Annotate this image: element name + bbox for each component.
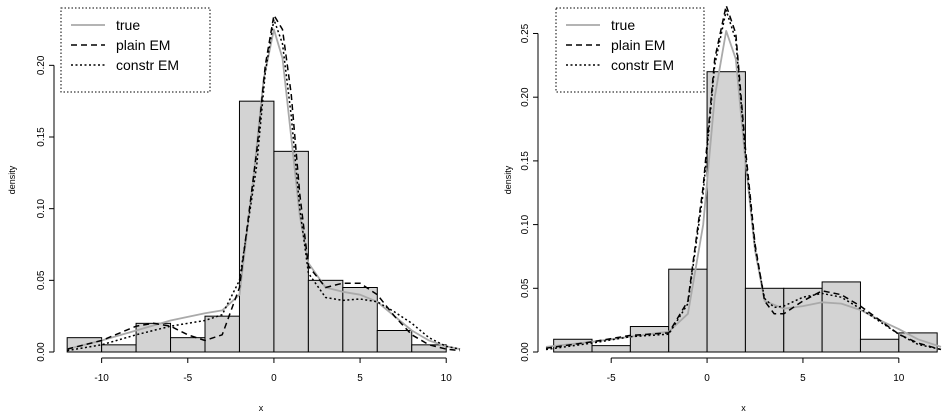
legend: true plain EM constr EM	[555, 7, 705, 93]
legend: true plain EM constr EM	[60, 7, 211, 93]
y-tick-label: 0.10	[520, 214, 531, 234]
series-line-solid	[66, 28, 461, 350]
y-tick-label: 0.00	[520, 342, 531, 362]
histogram-bar	[273, 150, 309, 353]
legend-label: plain EM	[611, 37, 665, 53]
histogram-bar	[342, 287, 378, 353]
legend-label: true	[116, 17, 140, 33]
series-line-dashed	[67, 14, 461, 352]
legend-label: plain EM	[116, 37, 170, 53]
legend-label: true	[611, 17, 635, 33]
series-line-dotted	[545, 9, 942, 351]
y-tick-label: 0.20	[520, 87, 531, 107]
series-line-dashed	[545, 4, 942, 351]
x-axis: -5 0 5 10 x	[607, 357, 905, 413]
histogram-bar	[101, 344, 137, 353]
y-tick-label: 0.05	[520, 278, 531, 298]
x-tick-label: 0	[704, 373, 710, 384]
histogram-bar	[783, 287, 823, 353]
y-axis: 0.00 0.05 0.10 0.15 0.20 0.25 density	[503, 23, 539, 362]
x-tick-label: 5	[800, 373, 806, 384]
x-tick-label: 10	[893, 373, 905, 384]
x-tick-label: -5	[183, 373, 192, 384]
x-axis: -10 -5 0 5 10 x	[94, 357, 453, 413]
y-tick-label: 0.20	[36, 55, 47, 75]
histogram-bar	[170, 337, 206, 353]
x-tick-label: 10	[441, 373, 453, 384]
x-tick-label: 5	[357, 373, 363, 384]
y-tick-label: 0.05	[36, 270, 47, 290]
x-tick-label: -10	[94, 373, 109, 384]
y-axis-label: density	[503, 165, 513, 194]
histogram-panel-2: -5 0 5 10 x 0.00 0.05 0.10 0.15 0.20 0.25 density tr…	[503, 4, 942, 413]
x-tick-label: 0	[271, 373, 277, 384]
histogram-bar	[591, 345, 631, 353]
x-axis-label: x	[741, 403, 746, 413]
y-tick-label: 0.15	[520, 151, 531, 171]
y-tick-label: 0.10	[36, 198, 47, 218]
histogram-bar	[859, 338, 900, 353]
legend-label: constr EM	[611, 57, 674, 73]
histogram-bar	[376, 330, 413, 353]
x-axis-label: x	[259, 403, 264, 413]
histogram-bar	[898, 332, 938, 353]
histogram-panel-1: -10 -5 0 5 10 x 0.00 0.05 0.10 0.15 0.20 density tru…	[7, 7, 461, 413]
y-tick-label: 0.00	[36, 342, 47, 362]
histogram-bar	[411, 344, 447, 353]
y-tick-label: 0.25	[520, 23, 531, 43]
y-axis: 0.00 0.05 0.10 0.15 0.20 density	[7, 55, 55, 362]
histogram-bar	[307, 279, 344, 353]
series-line-dotted	[67, 18, 461, 352]
histogram-bar	[629, 326, 670, 353]
y-tick-label: 0.15	[36, 127, 47, 147]
legend-label: constr EM	[116, 57, 179, 73]
x-tick-label: -5	[607, 373, 616, 384]
y-axis-label: density	[7, 165, 17, 194]
histogram-bar	[821, 281, 861, 353]
